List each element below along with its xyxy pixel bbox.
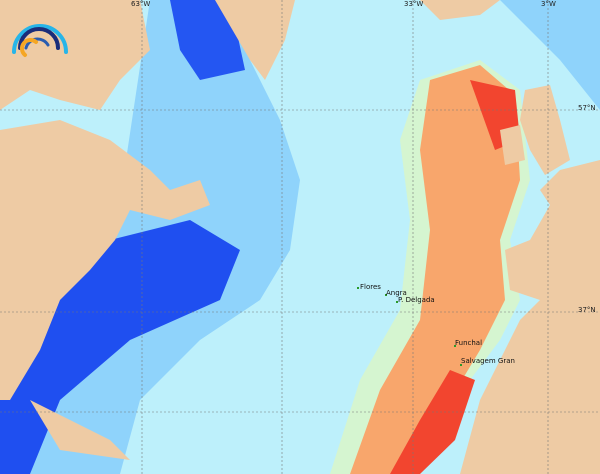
place-markers — [357, 287, 462, 366]
land-europe-africa — [460, 160, 600, 474]
land-ireland — [500, 125, 525, 165]
longitude-label-33w: 33°W — [404, 0, 424, 8]
ocean-observatory-arc-logo — [12, 24, 68, 57]
deep-blue-greenland-region — [170, 0, 245, 80]
land-greenland — [215, 0, 295, 80]
marker-salvagem — [460, 364, 462, 366]
latitude-label-37n: 37°N — [578, 306, 596, 314]
land-great-britain — [520, 85, 570, 175]
marker-p-delgada — [396, 301, 398, 303]
warm-anomaly-region — [350, 65, 520, 474]
land-iceland — [420, 0, 500, 20]
hot-anomaly-canary — [390, 370, 475, 474]
marker-funchal — [454, 345, 456, 347]
latitude-label-57n: 57°N — [578, 104, 596, 112]
marker-flores — [357, 287, 359, 289]
place-label-p-delgada: P. Delgada — [398, 296, 435, 304]
marker-angra — [385, 294, 387, 296]
place-label-flores: Flores — [360, 283, 381, 291]
land-north-america — [0, 120, 210, 400]
place-label-angra: Angra — [386, 289, 407, 297]
place-label-salvagem-grande: Salvagem Gran — [461, 357, 515, 365]
ocean-mid-north-east — [500, 0, 600, 110]
longitude-label-3w: 3°W — [541, 0, 556, 8]
land-caribbean — [30, 400, 130, 460]
longitude-label-63w: 63°W — [131, 0, 151, 8]
place-label-funchal: Funchal — [455, 339, 483, 347]
